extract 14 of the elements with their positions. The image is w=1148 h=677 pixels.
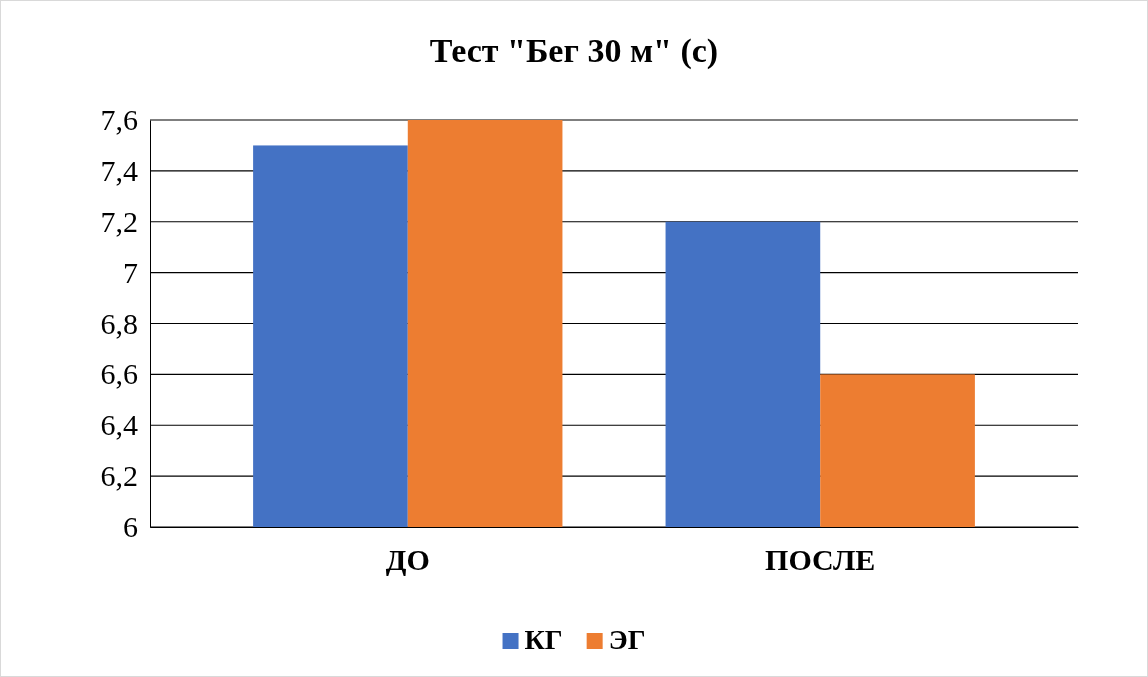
y-tick-label: 7,4 [100, 153, 138, 187]
x-tick-label: ДО [385, 543, 430, 577]
chart-title: Тест "Бег 30 м" (с) [429, 32, 719, 70]
y-tick-label: 6 [123, 510, 138, 544]
y-tick-label: 6,8 [100, 306, 138, 340]
legend-label: КГ [524, 624, 563, 655]
y-tick-label: 7,2 [100, 204, 138, 238]
y-tick-label: 6,2 [100, 459, 138, 493]
legend-label: ЭГ [608, 624, 646, 655]
x-tick-label: ПОСЛЕ [765, 543, 876, 577]
y-tick-label: 6,4 [100, 408, 138, 442]
y-tick-label: 6,6 [100, 357, 138, 391]
y-tick-label: 7,6 [100, 103, 138, 137]
y-tick-label: 7 [123, 255, 138, 289]
